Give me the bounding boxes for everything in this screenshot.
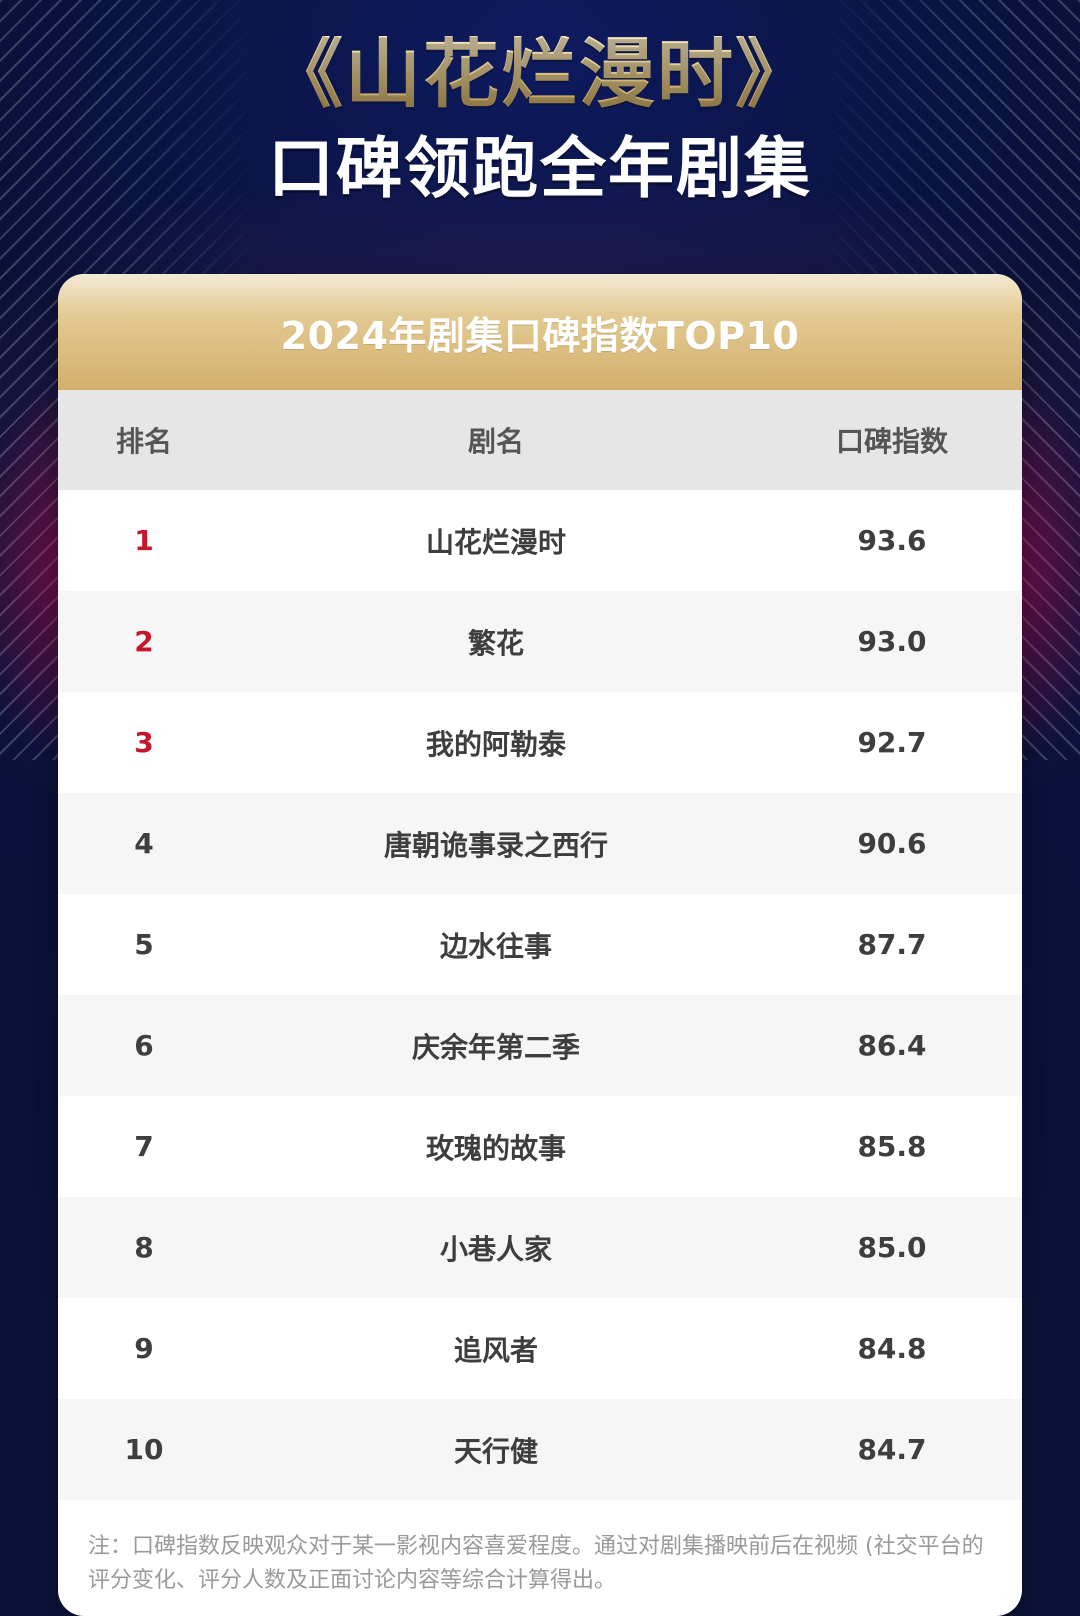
rank-cell: 4 (134, 827, 154, 860)
score-cell: 92.7 (857, 726, 927, 759)
score-cell: 85.0 (857, 1231, 927, 1264)
score-cell: 84.7 (857, 1433, 927, 1466)
rank-cell: 7 (134, 1130, 154, 1163)
table-row: 7 玫瑰的故事 85.8 (58, 1096, 1022, 1197)
score-cell: 90.6 (857, 827, 927, 860)
rank-cell: 9 (134, 1332, 154, 1365)
table-row: 6 庆余年第二季 86.4 (58, 995, 1022, 1096)
rank-cell: 6 (134, 1029, 154, 1062)
score-cell: 93.6 (857, 524, 927, 557)
table-row: 4 唐朝诡事录之西行 90.6 (58, 793, 1022, 894)
title-cell: 庆余年第二季 (411, 1030, 580, 1064)
title-cell: 我的阿勒泰 (425, 727, 566, 761)
column-header-rank: 排名 (115, 425, 172, 458)
score-cell: 84.8 (857, 1332, 927, 1365)
score-cell: 86.4 (857, 1029, 927, 1062)
table-row: 10 天行健 84.7 (58, 1399, 1022, 1500)
table-row: 1 山花烂漫时 93.6 (58, 490, 1022, 591)
score-cell: 85.8 (857, 1130, 927, 1163)
table-row: 8 小巷人家 85.0 (58, 1197, 1022, 1298)
rank-cell: 10 (124, 1433, 164, 1466)
headline-title: 《山花烂漫时》 (0, 36, 1080, 112)
column-header-score: 口碑指数 (835, 425, 948, 458)
score-cell: 93.0 (857, 625, 927, 658)
title-cell: 追风者 (453, 1333, 538, 1367)
table-row: 9 追风者 84.8 (58, 1298, 1022, 1399)
score-cell: 87.7 (857, 928, 927, 961)
title-cell: 天行健 (453, 1434, 538, 1468)
rank-cell: 3 (134, 726, 154, 759)
table-row: 2 繁花 93.0 (58, 591, 1022, 692)
title-cell: 玫瑰的故事 (425, 1131, 566, 1165)
title-cell: 繁花 (467, 626, 524, 660)
rank-cell: 2 (134, 625, 154, 658)
column-header-title: 剧名 (467, 425, 524, 458)
rank-cell: 1 (134, 524, 154, 557)
table-row: 3 我的阿勒泰 92.7 (58, 692, 1022, 793)
title-cell: 唐朝诡事录之西行 (383, 828, 608, 862)
title-cell: 小巷人家 (439, 1232, 552, 1266)
table-header-row: 排名 剧名 口碑指数 (58, 390, 1022, 490)
title-cell: 边水往事 (439, 929, 552, 963)
footnote: 注：口碑指数反映观众对于某一影视内容喜爱程度。通过对剧集播映前后在视频 (社交平… (88, 1534, 984, 1593)
rank-cell: 5 (134, 928, 154, 961)
card-header: 2024年剧集口碑指数TOP10 (58, 274, 1022, 390)
table-row: 5 边水往事 87.7 (58, 894, 1022, 995)
title-cell: 山花烂漫时 (425, 525, 566, 559)
headline: 《山花烂漫时》 口碑领跑全年剧集 (0, 36, 1080, 202)
headline-subtitle: 口碑领跑全年剧集 (268, 130, 812, 207)
card-title: 2024年剧集口碑指数TOP10 (280, 313, 800, 358)
rank-cell: 8 (134, 1231, 154, 1264)
ranking-table: 排名 剧名 口碑指数 1 山花烂漫时 93.6 2 繁花 93.0 3 我的阿勒… (58, 390, 1022, 1500)
ranking-card: 2024年剧集口碑指数TOP10 排名 剧名 口碑指数 1 山花烂漫时 93.6… (58, 274, 1022, 1616)
